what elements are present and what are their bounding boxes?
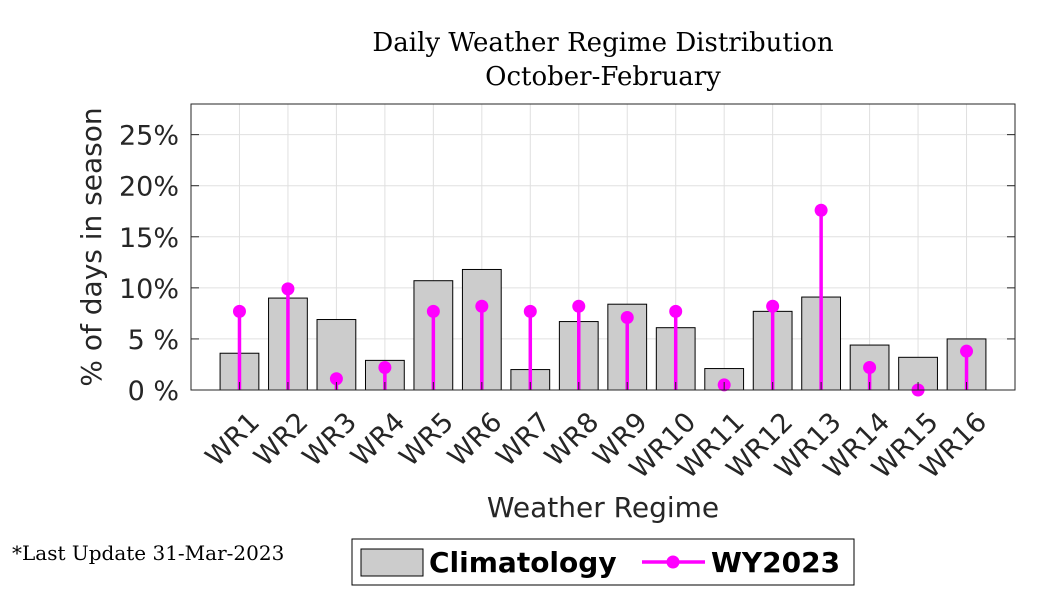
chart-title-line-1: Daily Weather Regime Distribution <box>372 28 833 58</box>
plot-frame <box>190 103 1016 391</box>
stem-wr6 <box>475 299 489 390</box>
stem-wr7 <box>523 304 537 390</box>
x-axis-ticks: WR1WR2WR3WR4WR5WR6WR7WR8WR9WR10WR11WR12W… <box>200 382 993 485</box>
stem-marker <box>960 344 974 358</box>
stem-wr2 <box>281 282 295 390</box>
x-tick-label-wr2: WR2 <box>248 407 314 473</box>
x-tick-label-wr1: WR1 <box>200 407 266 473</box>
stem-marker <box>232 304 246 318</box>
stem-marker <box>572 299 586 313</box>
x-tick-label-wr5: WR5 <box>394 407 460 473</box>
stem-wr5 <box>426 304 440 390</box>
x-tick-label-wr3: WR3 <box>297 407 363 473</box>
stem-wr12 <box>766 299 780 390</box>
y-axis-ticks: 0 % 5 % 10% 15% 20% 25% <box>119 121 1015 407</box>
x-tick-label-wr6: WR6 <box>442 407 508 473</box>
legend-swatch-wy2023-marker <box>666 555 680 569</box>
stem-marker <box>863 361 877 375</box>
last-update-note: *Last Update 31-Mar-2023 <box>12 541 284 565</box>
x-tick-label-wr4: WR4 <box>345 407 411 473</box>
stem-marker <box>281 282 295 296</box>
chart-title: Daily Weather Regime Distribution October… <box>372 28 833 92</box>
stem-marker <box>523 304 537 318</box>
stem-marker <box>329 372 343 386</box>
stem-wr9 <box>620 310 634 390</box>
y-tick-label: 15% <box>119 223 179 254</box>
x-axis-label: Weather Regime <box>487 491 719 524</box>
legend-swatch-climatology <box>360 548 424 577</box>
plot-area <box>191 104 1015 390</box>
stem-wr13 <box>814 203 828 390</box>
stem-marker <box>426 304 440 318</box>
legend-box <box>351 538 855 586</box>
y-tick-label: 5 % <box>128 325 179 356</box>
stem-wr10 <box>669 304 683 390</box>
y-axis-label: % of days in season <box>75 107 108 386</box>
stem-marker <box>814 203 828 217</box>
stem-marker <box>475 299 489 313</box>
chart-title-line-2: October-February <box>485 62 721 92</box>
y-tick-label: 10% <box>119 274 179 305</box>
stem-marker <box>766 299 780 313</box>
x-tick-label-wr8: WR8 <box>539 407 605 473</box>
legend: Climatology WY2023 <box>351 538 855 586</box>
legend-label-climatology: Climatology <box>429 546 617 579</box>
y-tick-label: 20% <box>119 172 179 203</box>
y-tick-label: 0 % <box>128 376 179 407</box>
legend-label-wy2023: WY2023 <box>711 546 840 579</box>
stem-marker <box>620 310 634 324</box>
y-tick-label: 25% <box>119 121 179 152</box>
stem-marker <box>378 361 392 375</box>
stem-marker <box>669 304 683 318</box>
stem-wr1 <box>232 304 246 390</box>
stem-wr8 <box>572 299 586 390</box>
x-tick-label-wr7: WR7 <box>491 407 557 473</box>
